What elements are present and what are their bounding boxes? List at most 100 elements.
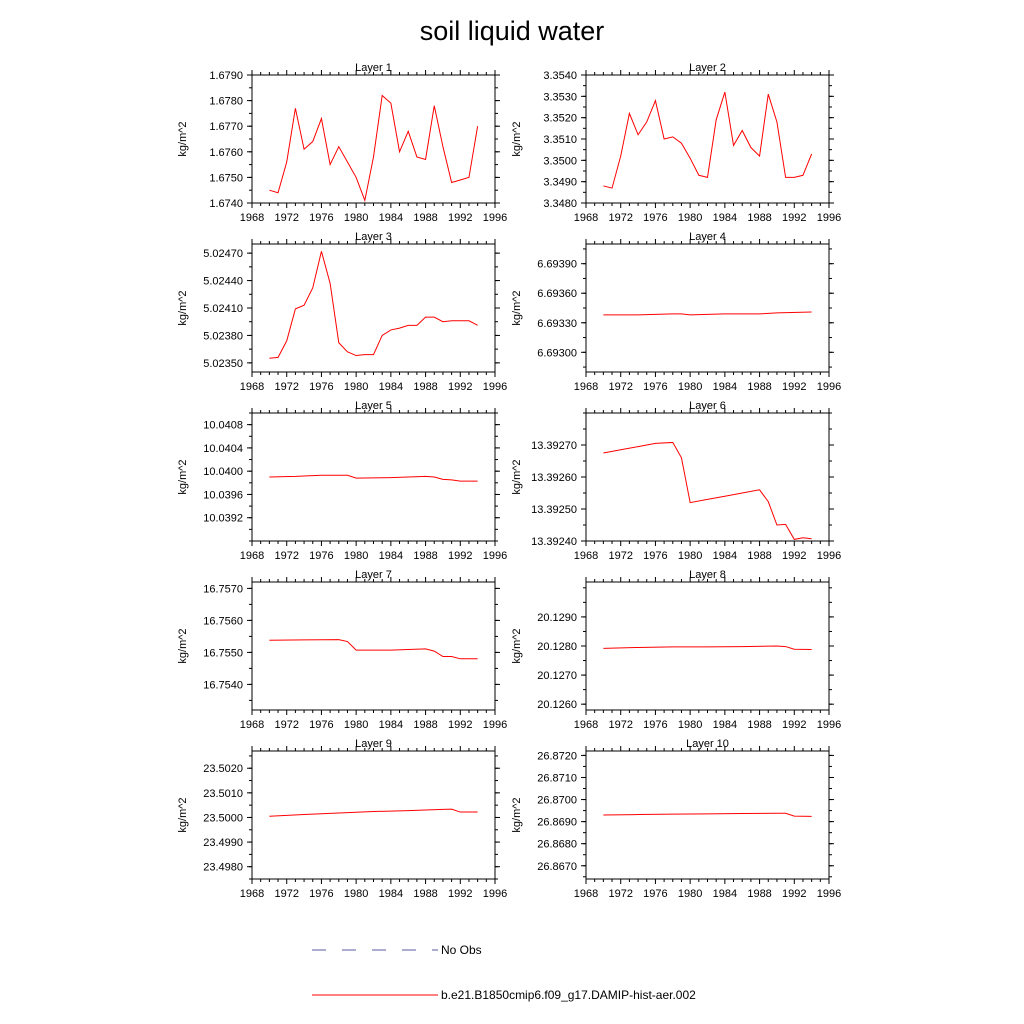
series-line-model — [603, 812, 812, 817]
y-tick-label: 1.6760 — [209, 147, 243, 159]
y-tick-label: 10.0392 — [203, 513, 243, 525]
panel-title: Layer 3 — [355, 231, 392, 243]
x-tick-label: 1968 — [240, 212, 264, 224]
y-axis-label: kg/m^2 — [511, 290, 523, 325]
plot-frame — [585, 243, 830, 373]
x-tick-label: 1992 — [782, 550, 806, 562]
legend-obs-label: No Obs — [441, 943, 482, 957]
y-tick-label: 3.3500 — [543, 155, 577, 167]
y-tick-label: 20.1290 — [537, 612, 577, 624]
y-tick-label: 10.0396 — [203, 489, 243, 501]
x-tick-label: 1980 — [678, 212, 702, 224]
y-tick-label: 5.02350 — [203, 358, 243, 370]
x-tick-label: 1988 — [747, 212, 771, 224]
x-tick-label: 1968 — [240, 550, 264, 562]
x-tick-label: 1996 — [817, 719, 841, 731]
y-tick-label: 23.5010 — [203, 788, 243, 800]
y-tick-label: 3.3540 — [543, 70, 577, 82]
y-tick-label: 16.7550 — [203, 647, 243, 659]
y-axis-label: kg/m^2 — [177, 459, 189, 494]
x-tick-label: 1972 — [608, 888, 632, 900]
y-tick-label: 20.1280 — [537, 641, 577, 653]
y-tick-label: 5.02380 — [203, 330, 243, 342]
x-tick-label: 1968 — [574, 719, 598, 731]
x-tick-label: 1968 — [574, 381, 598, 393]
panel-title: Layer 7 — [355, 569, 392, 581]
series-line-model — [269, 808, 478, 817]
y-tick-label: 3.3530 — [543, 91, 577, 103]
panel-layer-6: Layer 6 1968 1972 1976 1980 1984 1988 1992 1996 1… — [511, 400, 841, 562]
x-tick-label: 1988 — [413, 550, 437, 562]
x-tick-label: 1976 — [643, 550, 667, 562]
y-tick-label: 3.3510 — [543, 134, 577, 146]
panel-title: Layer 1 — [355, 62, 392, 74]
x-tick-label: 1992 — [782, 888, 806, 900]
x-tick-label: 1972 — [274, 212, 298, 224]
x-tick-label: 1968 — [574, 212, 598, 224]
x-tick-label: 1992 — [448, 212, 472, 224]
x-tick-label: 1984 — [379, 212, 403, 224]
x-tick-label: 1984 — [379, 888, 403, 900]
y-tick-label: 3.3490 — [543, 177, 577, 189]
y-tick-label: 13.39250 — [531, 504, 577, 516]
panel-title: Layer 5 — [355, 400, 392, 412]
x-tick-label: 1996 — [817, 550, 841, 562]
y-tick-label: 3.3480 — [543, 198, 577, 210]
x-tick-label: 1968 — [240, 888, 264, 900]
x-tick-label: 1972 — [608, 719, 632, 731]
series-line-model — [269, 94, 479, 203]
x-tick-label: 1996 — [817, 212, 841, 224]
x-tick-label: 1992 — [448, 719, 472, 731]
series-line-model — [603, 645, 812, 650]
y-tick-label: 10.0400 — [203, 466, 243, 478]
x-tick-label: 1976 — [643, 719, 667, 731]
x-tick-label: 1968 — [574, 550, 598, 562]
x-tick-label: 1992 — [448, 381, 472, 393]
series-line-model — [269, 251, 478, 359]
y-tick-label: 26.8700 — [537, 795, 577, 807]
x-tick-label: 1972 — [608, 212, 632, 224]
y-tick-label: 13.39270 — [531, 440, 577, 452]
series-line-model — [603, 311, 812, 316]
x-tick-label: 1988 — [747, 719, 771, 731]
legend: No Obs b.e21.B1850cmip6.f09_g17.DAMIP-hi… — [312, 943, 696, 1002]
x-tick-label: 1996 — [483, 212, 507, 224]
x-tick-label: 1980 — [344, 550, 368, 562]
y-tick-label: 16.7570 — [203, 583, 243, 595]
y-tick-label: 20.1270 — [537, 670, 577, 682]
y-tick-label: 26.8710 — [537, 772, 577, 784]
x-tick-label: 1984 — [379, 381, 403, 393]
plot-frame — [251, 243, 496, 373]
x-tick-label: 1996 — [483, 550, 507, 562]
y-tick-label: 1.6790 — [209, 70, 243, 82]
y-axis-label: kg/m^2 — [511, 797, 523, 832]
panel-title: Layer 10 — [686, 738, 729, 750]
plot-frame — [251, 74, 496, 204]
y-tick-label: 26.8690 — [537, 817, 577, 829]
plot-frame — [585, 581, 830, 711]
series-line-model — [603, 441, 812, 540]
figure-title: soil liquid water — [420, 16, 605, 46]
y-tick-label: 23.4990 — [203, 837, 243, 849]
y-tick-label: 3.3520 — [543, 113, 577, 125]
x-tick-label: 1996 — [817, 888, 841, 900]
x-tick-label: 1988 — [413, 888, 437, 900]
x-tick-label: 1968 — [240, 719, 264, 731]
x-tick-label: 1988 — [747, 550, 771, 562]
x-tick-label: 1984 — [379, 719, 403, 731]
x-tick-label: 1992 — [782, 212, 806, 224]
x-tick-label: 1980 — [678, 550, 702, 562]
y-tick-label: 5.02440 — [203, 276, 243, 288]
x-tick-label: 1976 — [643, 888, 667, 900]
x-tick-label: 1972 — [608, 550, 632, 562]
x-tick-label: 1980 — [678, 888, 702, 900]
panel-title: Layer 6 — [689, 400, 726, 412]
x-tick-label: 1988 — [413, 381, 437, 393]
y-tick-label: 16.7560 — [203, 615, 243, 627]
y-tick-label: 23.5000 — [203, 812, 243, 824]
x-tick-label: 1992 — [448, 550, 472, 562]
x-tick-label: 1972 — [274, 550, 298, 562]
panel-layer-7: Layer 7 1968 1972 1976 1980 1984 1988 1992 1996 1… — [177, 569, 507, 731]
panel-title: Layer 8 — [689, 569, 726, 581]
panel-layer-8: Layer 8 1968 1972 1976 1980 1984 1988 1992 1996 2… — [511, 569, 841, 731]
